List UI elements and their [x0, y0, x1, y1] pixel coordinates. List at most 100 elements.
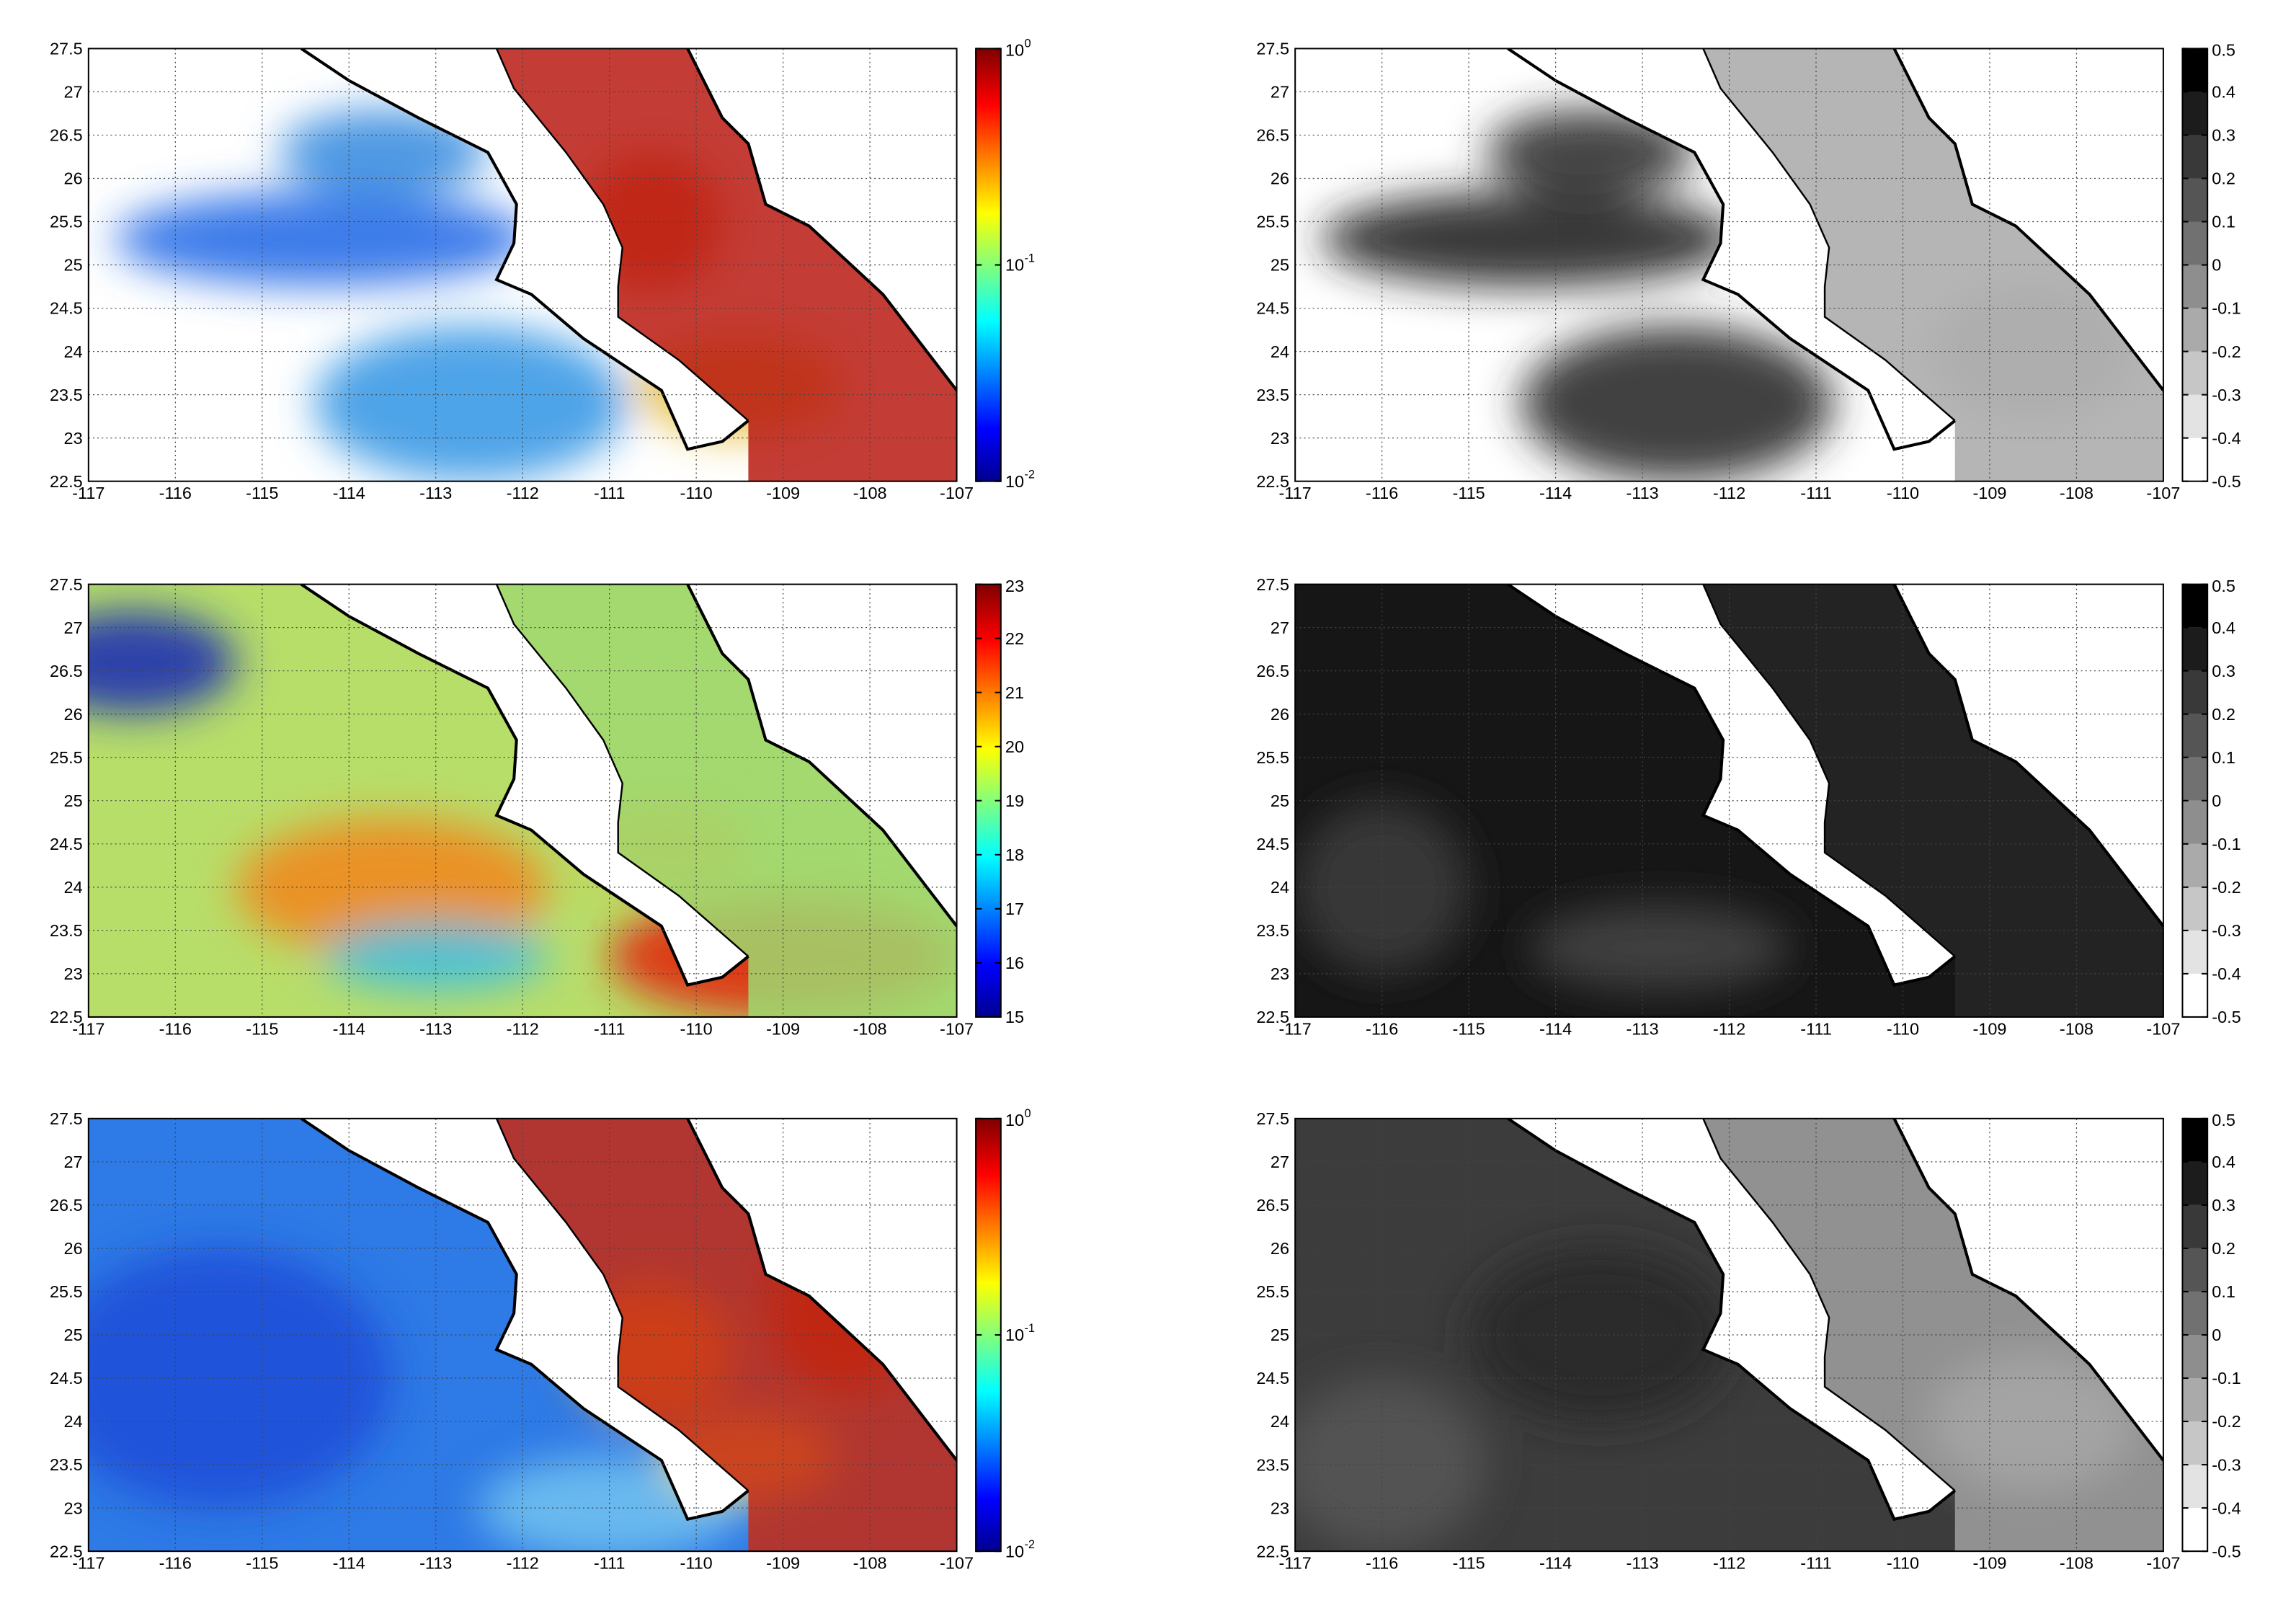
colorbar-band [2182, 1161, 2208, 1205]
y-tick-label: 25 [1271, 256, 1289, 275]
y-tick-label: 25.5 [1256, 748, 1289, 767]
mainland-land [688, 48, 957, 391]
colorbar-tick-label: 0 [2212, 256, 2221, 275]
x-tick-label: -107 [940, 1019, 974, 1038]
coastline [495, 584, 749, 957]
colorbar-tick-label: 0.1 [2212, 1282, 2235, 1301]
coastline [686, 48, 957, 391]
y-tick-label: 23.5 [50, 921, 83, 940]
x-tick-label: -112 [1713, 1554, 1745, 1573]
colorbar-band [2182, 1465, 2208, 1509]
colorbar-tick-label: 0.5 [2212, 577, 2235, 595]
mainland-land [688, 584, 957, 926]
y-tick-label: 27.5 [50, 575, 83, 594]
y-tick-label: 27 [64, 618, 83, 637]
colorbar-band [2182, 627, 2208, 671]
y-tick-label: 23 [1271, 964, 1289, 983]
x-tick-label: -115 [246, 1019, 278, 1038]
y-tick-label: 22.5 [50, 1542, 83, 1560]
y-tick-label: 25 [64, 791, 83, 810]
x-tick-label: -111 [1800, 484, 1832, 502]
colorbar-tick-exponent: 0 [1024, 37, 1031, 50]
x-tick-label: -113 [1626, 1554, 1658, 1573]
y-tick-label: 26.5 [1256, 126, 1289, 145]
map-panel: -117 -116 -115 -114 -113 -112 -111 -110 -109 -108… [50, 37, 1035, 502]
colorbar: -0.5 -0.4 -0.3 -0.2 -0.1 0 0.1 0.2 0.3 0.4 0.5 [2181, 577, 2241, 1026]
y-tick-label: 26 [64, 1239, 83, 1258]
x-tick-label: -114 [1539, 1019, 1572, 1038]
colorbar-tick-label: 10 [1005, 1326, 1024, 1344]
colorbar-band [2182, 584, 2208, 628]
gulf-water [1703, 1118, 2163, 1552]
y-tick-label: 27.5 [1256, 1109, 1289, 1128]
colorbar-band [2182, 308, 2208, 352]
x-tick-label: -116 [1366, 1554, 1398, 1573]
colorbar-tick-label: 22 [1005, 629, 1024, 648]
colorbar-band [2182, 178, 2208, 222]
colorbar-band [2182, 1421, 2208, 1465]
x-tick-label: -117 [72, 1554, 104, 1573]
field-blob [114, 191, 532, 287]
coastline [1702, 48, 1956, 422]
x-tick-label: -113 [1626, 484, 1658, 502]
x-tick-label: -110 [680, 1554, 713, 1573]
x-tick-label: -113 [419, 484, 452, 502]
field-blob [1295, 800, 1469, 974]
y-tick-label: 22.5 [50, 1008, 83, 1026]
x-tick-label: -117 [1279, 1554, 1312, 1573]
map-panel: -117 -116 -115 -114 -113 -112 -111 -110 -109 -108… [50, 1107, 1035, 1573]
colorbar: 15 16 17 18 19 20 21 22 23 [975, 577, 1024, 1026]
map-panel: -117 -116 -115 -114 -113 -112 -111 -110 -109 -108… [1256, 575, 2241, 1039]
plot-frame [1294, 48, 2164, 482]
x-tick-label: -117 [72, 484, 104, 502]
colorbar-tick-exponent: -2 [1024, 1538, 1035, 1551]
colorbar-tick-exponent: 0 [1024, 1107, 1031, 1120]
x-tick-label: -114 [333, 1554, 365, 1573]
colorbar-tick-label: 0.5 [2212, 1111, 2235, 1129]
colorbar-tick-label: 0.2 [2212, 169, 2235, 188]
colorbar-tick-label: -0.5 [2212, 472, 2241, 491]
x-tick-label: -111 [594, 1019, 626, 1038]
colorbar-tick-label: 0.4 [2212, 618, 2235, 637]
x-tick-label: -117 [72, 1019, 104, 1038]
y-tick-label: 23 [1271, 429, 1289, 448]
mainland-land [1894, 48, 2163, 391]
colorbar-band [2182, 800, 2208, 844]
x-tick-label: -111 [594, 484, 626, 502]
colorbar-band [2182, 48, 2208, 92]
y-tick-label: 23 [64, 964, 83, 983]
y-tick-label: 23 [64, 1499, 83, 1517]
colorbar-tick-label: 10 [1005, 1111, 1024, 1129]
colorbar-tick-label: 0.2 [2212, 705, 2235, 724]
y-tick-label: 25.5 [1256, 213, 1289, 231]
colorbar-tick-exponent: -2 [1024, 469, 1035, 481]
gulf-water [497, 584, 957, 1017]
coastline [300, 584, 749, 987]
colorbar-tick-label: -0.1 [2212, 1369, 2241, 1388]
colorbar-tick-label: -0.2 [2212, 878, 2241, 897]
y-tick-label: 27 [1271, 1153, 1289, 1171]
colorbar-tick-label: -0.2 [2212, 342, 2241, 361]
colorbar-tick-label: -0.3 [2212, 386, 2241, 404]
map-panel: -117 -116 -115 -114 -113 -112 -111 -110 -109 -108… [1256, 1109, 2241, 1573]
colorbar-tick-label: -0.3 [2212, 1455, 2241, 1474]
colorbar-tick-label: 0 [2212, 1326, 2221, 1344]
x-tick-label: -108 [2060, 484, 2093, 502]
field-blob [279, 109, 489, 196]
y-tick-label: 25 [1271, 1326, 1289, 1344]
x-tick-label: -117 [1279, 1019, 1312, 1038]
y-tick-label: 24.5 [50, 299, 83, 318]
colorbar-tick-label: 0.5 [2212, 41, 2235, 60]
y-tick-label: 26 [1271, 705, 1289, 724]
colorbar-tick-label: 0.4 [2212, 1153, 2235, 1171]
y-tick-label: 24.5 [1256, 299, 1289, 318]
colorbar-band [2182, 351, 2208, 395]
colorbar-tick-exponent: -1 [1024, 252, 1035, 265]
y-tick-label: 26.5 [50, 662, 83, 680]
colorbar-tick-label: -0.5 [2212, 1542, 2241, 1560]
colorbar-tick-label: -0.2 [2212, 1412, 2241, 1431]
x-tick-label: -115 [1453, 484, 1485, 502]
field-blob [1295, 1378, 1487, 1552]
